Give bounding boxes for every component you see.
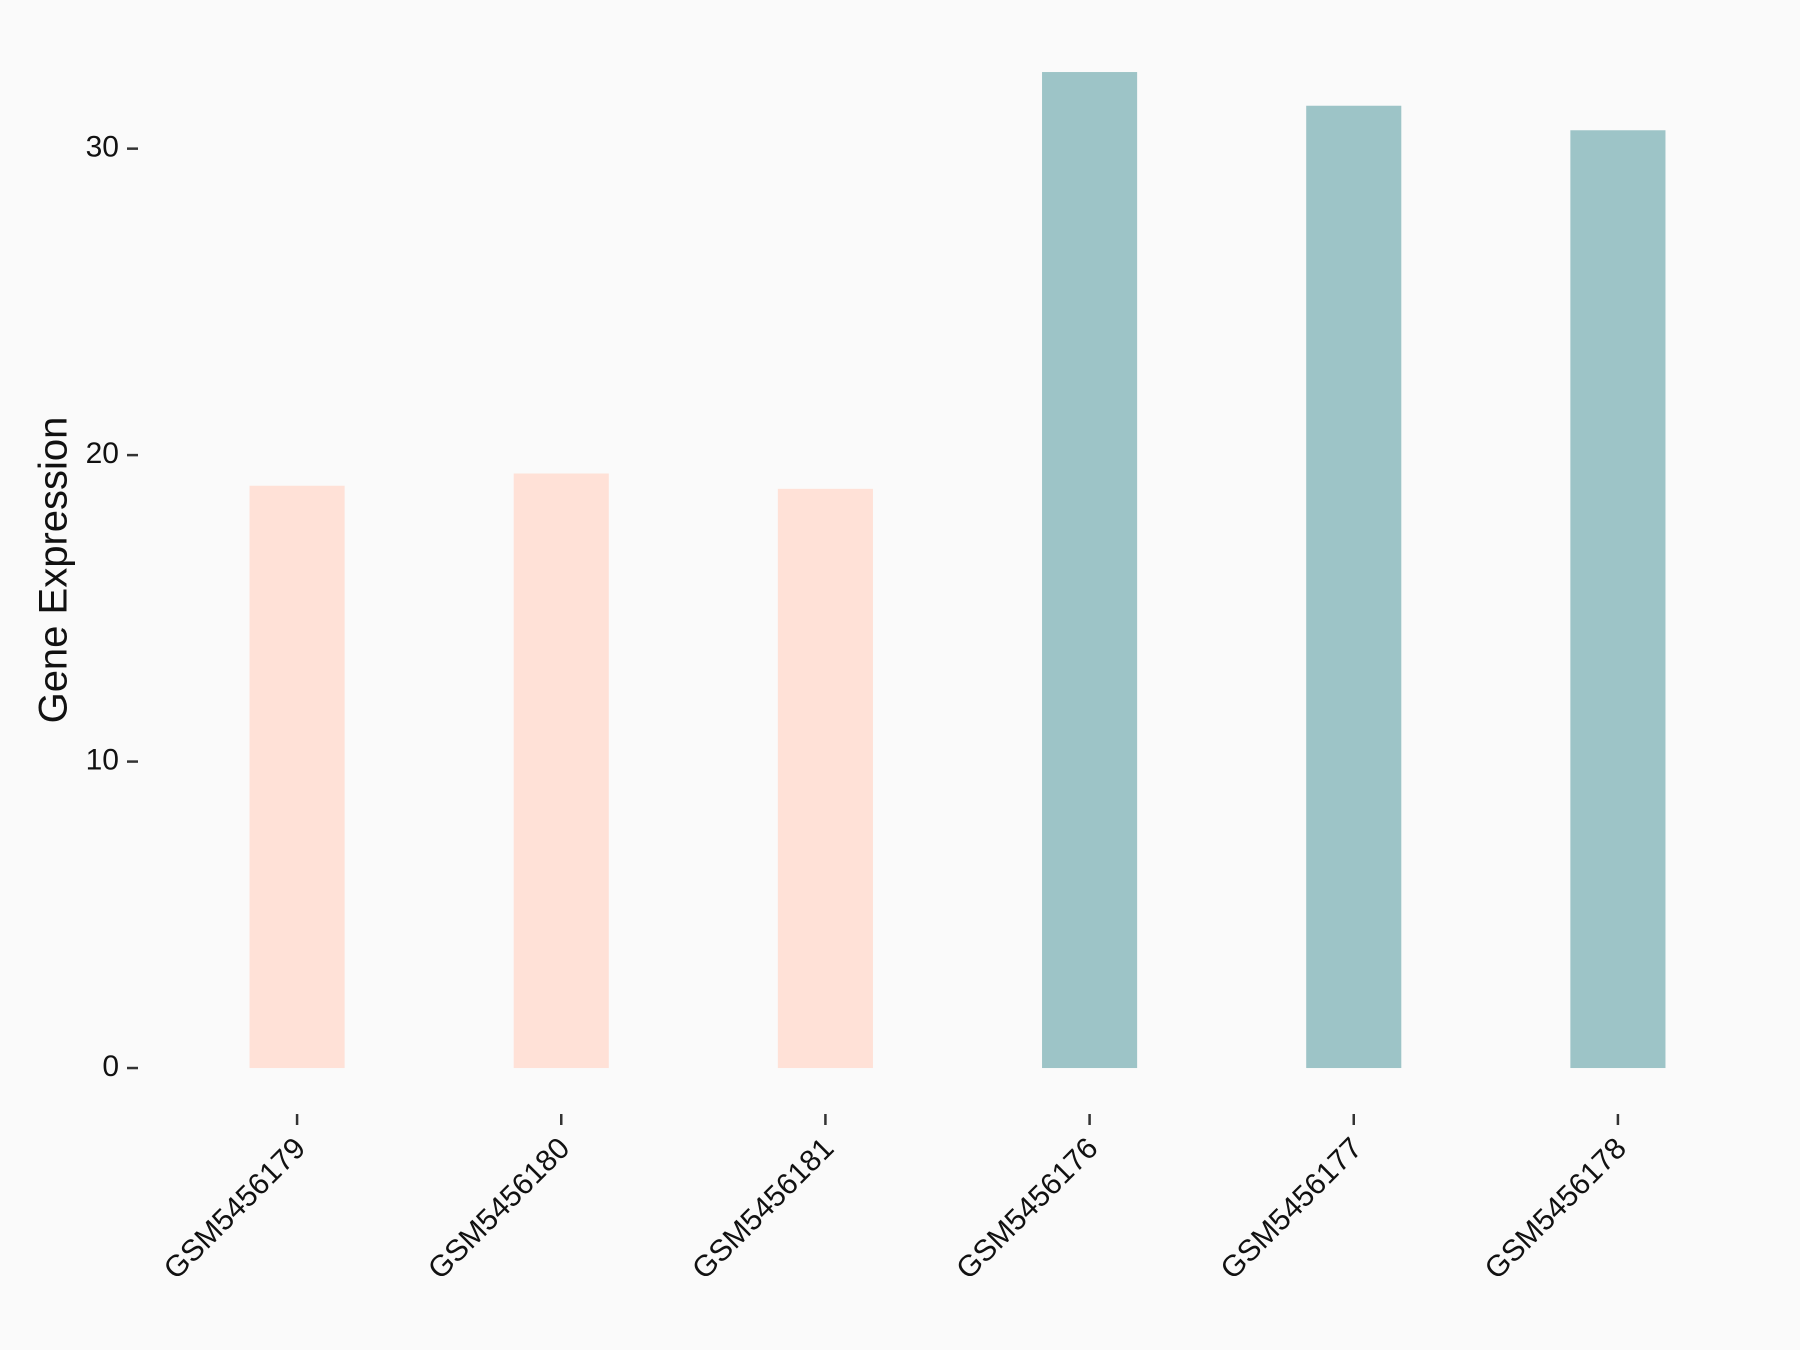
bar — [777, 488, 873, 1069]
bar — [1306, 105, 1402, 1069]
y-tick-label: 0 — [102, 1050, 119, 1083]
y-tick-label: 20 — [86, 437, 119, 470]
y-tick-label: 30 — [86, 131, 119, 164]
y-axis-title: Gene Expression — [32, 417, 76, 724]
bar — [1042, 72, 1138, 1069]
y-tick-label: 10 — [86, 743, 119, 776]
bar — [513, 473, 609, 1069]
bar — [1570, 130, 1666, 1069]
bar — [249, 485, 345, 1069]
